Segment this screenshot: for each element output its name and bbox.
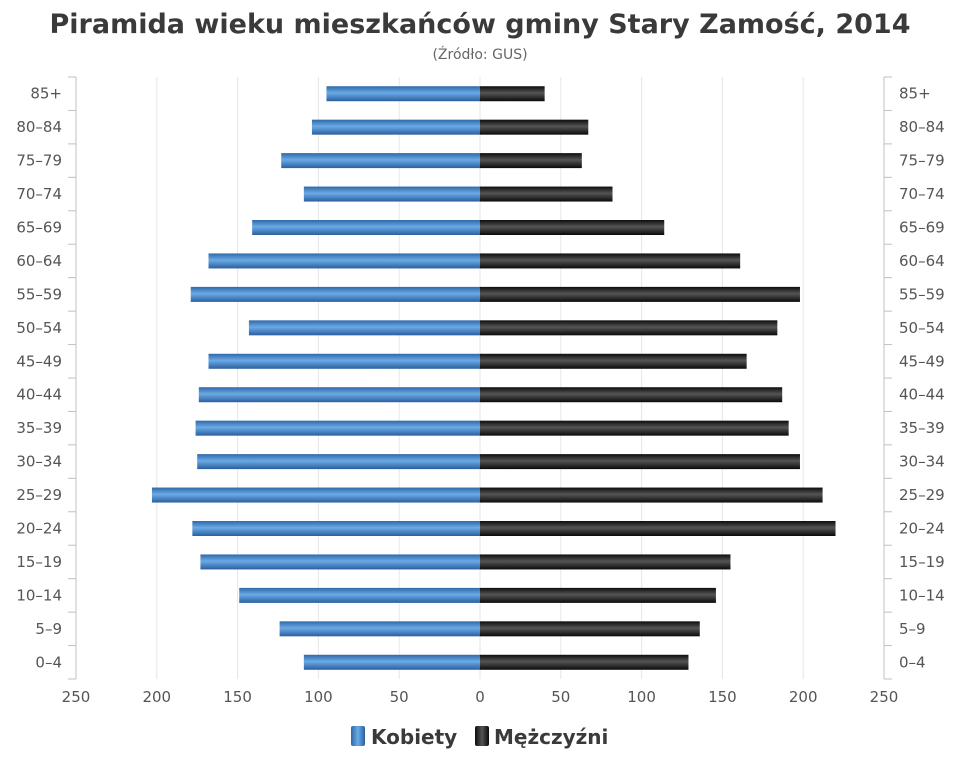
legend-label-kobiety[interactable]: Kobiety (371, 725, 457, 749)
x-tick-label: 250 (870, 688, 899, 706)
category-label-left: 70–74 (16, 185, 62, 203)
bar-kobiety[interactable] (192, 521, 481, 536)
bar-mezczyzni[interactable] (480, 587, 716, 603)
category-label-right: 80–84 (899, 118, 945, 136)
bar-kobiety[interactable] (198, 387, 481, 403)
category-label-right: 0–4 (899, 653, 926, 671)
bar-kobiety[interactable] (151, 487, 480, 503)
category-label-right: 30–34 (899, 453, 945, 471)
category-label-right: 70–74 (899, 185, 945, 203)
category-label-right: 15–19 (899, 553, 945, 571)
category-label-left: 45–49 (16, 352, 62, 370)
chart-subtitle: (Źródło: GUS) (432, 45, 527, 63)
category-label-left: 50–54 (16, 319, 62, 337)
grid-lines (156, 77, 804, 679)
category-label-left: 25–29 (16, 486, 62, 504)
x-tick-label: 250 (62, 688, 91, 706)
bar-kobiety[interactable] (311, 119, 480, 135)
category-label-right: 55–59 (899, 285, 945, 303)
left-category-labels: 85+ 80–84 75–79 70–74 65–69 60–64 55–59 50–54 45… (16, 85, 62, 672)
x-tick-label: 50 (390, 688, 409, 706)
bar-mezczyzni[interactable] (480, 119, 589, 135)
bar-kobiety[interactable] (190, 286, 480, 302)
category-label-left: 0–4 (35, 653, 62, 671)
category-label-left: 10–14 (16, 586, 62, 604)
bar-kobiety[interactable] (239, 587, 480, 603)
x-tick-label: 0 (475, 688, 485, 706)
x-tick-label: 50 (551, 688, 570, 706)
bar-kobiety[interactable] (303, 654, 480, 670)
chart-title: Piramida wieku mieszkańców gminy Stary Z… (50, 9, 911, 40)
bar-kobiety[interactable] (208, 353, 480, 369)
bar-kobiety[interactable] (303, 186, 480, 202)
category-label-right: 65–69 (899, 219, 945, 237)
bar-kobiety[interactable] (197, 454, 480, 470)
category-label-right: 40–44 (899, 386, 945, 404)
category-label-left: 40–44 (16, 386, 62, 404)
category-label-right: 20–24 (899, 520, 945, 538)
bar-mezczyzni[interactable] (480, 220, 665, 235)
bar-mezczyzni[interactable] (480, 86, 545, 102)
bar-mezczyzni[interactable] (480, 420, 789, 436)
x-axis-labels: 250 200 150 100 50 0 50 100 150 200 250 (62, 688, 899, 706)
bar-kobiety[interactable] (195, 420, 481, 436)
bar-mezczyzni[interactable] (480, 454, 800, 470)
bar-kobiety[interactable] (326, 86, 480, 102)
bar-mezczyzni[interactable] (480, 286, 800, 302)
x-tick-label: 100 (304, 688, 333, 706)
bar-mezczyzni[interactable] (480, 320, 778, 336)
x-tick-label: 150 (708, 688, 737, 706)
legend-swatch-kobiety (351, 726, 365, 746)
bar-mezczyzni[interactable] (480, 554, 731, 570)
bar-mezczyzni[interactable] (480, 654, 689, 670)
x-tick-label: 100 (627, 688, 656, 706)
category-label-right: 10–14 (899, 586, 945, 604)
legend-label-mezczyzni[interactable]: Mężczyźni (494, 725, 608, 749)
category-label-right: 35–39 (899, 419, 945, 437)
bar-kobiety[interactable] (248, 320, 480, 336)
category-label-left: 85+ (30, 85, 62, 103)
bar-mezczyzni[interactable] (480, 186, 613, 202)
bar-mezczyzni[interactable] (480, 487, 823, 503)
category-label-right: 50–54 (899, 319, 945, 337)
category-ticks (68, 76, 892, 680)
category-label-right: 5–9 (899, 620, 926, 638)
bar-kobiety[interactable] (279, 621, 480, 637)
bar-mezczyzni[interactable] (480, 387, 783, 403)
category-label-left: 20–24 (16, 520, 62, 538)
bar-mezczyzni[interactable] (480, 353, 747, 369)
legend: Kobiety Mężczyźni (351, 725, 608, 749)
right-category-labels: 85+ 80–84 75–79 70–74 65–69 60–64 55–59 50–54 45… (899, 85, 945, 672)
bar-kobiety[interactable] (208, 253, 480, 269)
category-label-left: 35–39 (16, 419, 62, 437)
category-label-left: 30–34 (16, 453, 62, 471)
category-label-left: 55–59 (16, 285, 62, 303)
bar-mezczyzni[interactable] (480, 253, 741, 269)
category-label-right: 60–64 (899, 252, 945, 270)
category-label-right: 25–29 (899, 486, 945, 504)
bar-mezczyzni[interactable] (480, 521, 836, 536)
category-label-left: 75–79 (16, 152, 62, 170)
category-label-left: 60–64 (16, 252, 62, 270)
bar-kobiety[interactable] (281, 153, 480, 169)
bar-mezczyzni[interactable] (480, 153, 582, 169)
category-label-left: 80–84 (16, 118, 62, 136)
category-label-left: 15–19 (16, 553, 62, 571)
category-label-left: 5–9 (35, 620, 62, 638)
bars (151, 86, 836, 670)
category-label-right: 45–49 (899, 352, 945, 370)
x-tick-label: 200 (142, 688, 171, 706)
bar-mezczyzni[interactable] (480, 621, 700, 637)
category-label-right: 85+ (899, 85, 931, 103)
category-label-left: 65–69 (16, 219, 62, 237)
category-label-right: 75–79 (899, 152, 945, 170)
bar-kobiety[interactable] (200, 554, 480, 570)
x-tick-label: 200 (789, 688, 818, 706)
bar-kobiety[interactable] (252, 220, 480, 235)
legend-swatch-mezczyzni (475, 726, 489, 746)
x-tick-label: 150 (223, 688, 252, 706)
